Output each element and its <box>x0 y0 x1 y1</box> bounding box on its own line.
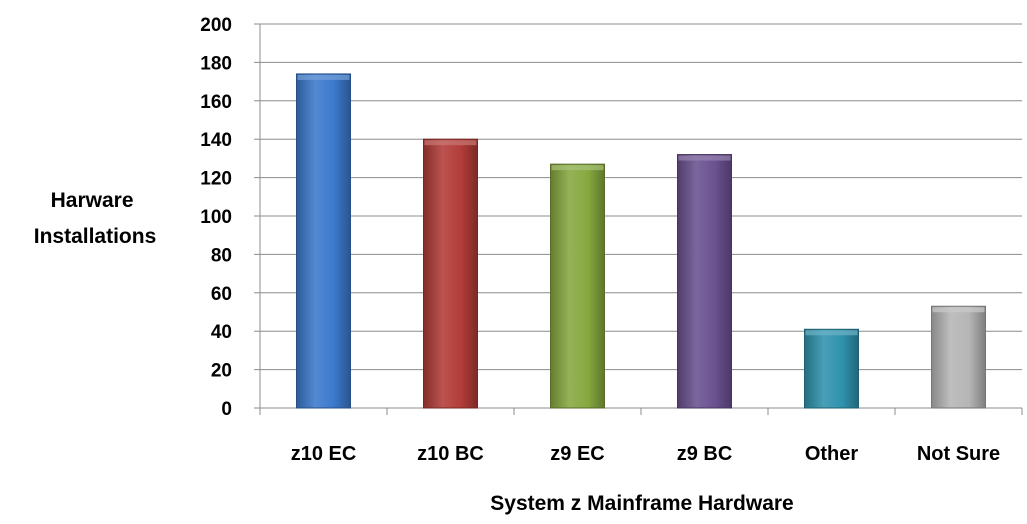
x-tick-label: z9 BC <box>677 443 733 465</box>
x-tick-label: Not Sure <box>917 443 1000 465</box>
bar-highlight <box>805 330 858 336</box>
bars <box>296 73 986 409</box>
bar-highlight <box>678 155 731 161</box>
bar-highlight <box>551 165 604 171</box>
x-tick-label: z10 BC <box>417 443 484 465</box>
bar-not-sure <box>931 305 986 409</box>
x-tick-label: z9 EC <box>550 443 604 465</box>
y-tick-label: 80 <box>211 245 232 266</box>
y-axis-title-line-2: Installations <box>34 225 157 248</box>
x-tick-labels: z10 EC z10 BC z9 EC z9 BC Other Not Sure <box>291 443 1000 465</box>
bar-other <box>804 328 859 409</box>
y-axis-title-line-1: Harware <box>51 189 134 212</box>
y-tick-label: 140 <box>200 130 232 151</box>
y-tick-labels: 0 20 40 60 80 100 120 140 160 180 200 <box>200 15 232 420</box>
x-tick-label: Other <box>805 443 859 465</box>
bar-highlight <box>424 140 477 146</box>
x-tick-label: z10 EC <box>291 443 357 465</box>
bar-z10-bc <box>423 138 478 409</box>
y-tick-label: 40 <box>211 322 232 343</box>
bar-highlight <box>297 74 350 80</box>
bar-z10-ec <box>296 73 351 409</box>
axes <box>259 24 1023 415</box>
y-tick-label: 60 <box>211 284 232 305</box>
y-tick-label: 0 <box>221 399 232 420</box>
y-tick-label: 120 <box>200 169 232 190</box>
x-axis-title: System z Mainframe Hardware <box>490 492 793 515</box>
y-axis-title: Harware Installations <box>34 189 157 248</box>
y-tick-label: 160 <box>200 92 232 113</box>
y-tick-label: 100 <box>200 207 232 228</box>
bar-z9-bc <box>677 154 732 409</box>
y-tick-label: 20 <box>211 361 232 382</box>
gridlines <box>254 23 1022 409</box>
y-tick-label: 180 <box>200 53 232 74</box>
bar-highlight <box>932 307 985 313</box>
bar-z9-ec <box>550 163 605 409</box>
y-tick-label: 200 <box>200 15 232 36</box>
